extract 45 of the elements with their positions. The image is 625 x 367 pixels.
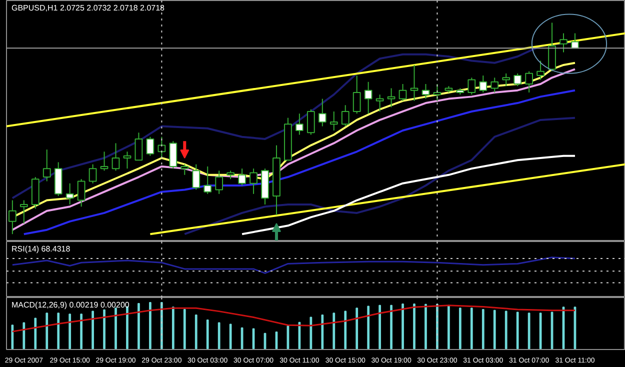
candlestick [42, 149, 51, 182]
candlestick [192, 164, 200, 190]
chart-title: RSI(14) 68.4318 [12, 244, 71, 254]
candlestick [88, 164, 97, 184]
candlestick [352, 75, 361, 114]
candlestick [100, 151, 108, 172]
candlestick [238, 168, 246, 186]
candlestick [410, 64, 418, 102]
candlestick [66, 182, 74, 206]
candlestick [158, 136, 166, 158]
candlestick [398, 84, 407, 102]
candlestick [364, 81, 372, 114]
candlestick [112, 142, 120, 172]
candlestick [341, 104, 350, 127]
candlestick [387, 88, 396, 108]
candlestick [180, 164, 189, 176]
candlestick [548, 22, 556, 72]
candlestick [514, 72, 522, 87]
candlestick [146, 136, 154, 156]
candlestick [536, 60, 544, 80]
candlestick [296, 113, 304, 136]
candlestick [330, 110, 338, 132]
candlestick [525, 70, 534, 93]
candlestick [8, 200, 16, 235]
candlestick [376, 94, 384, 112]
candlestick [134, 132, 143, 161]
candlestick [306, 108, 315, 136]
candlestick [204, 166, 212, 194]
candlestick [20, 200, 28, 224]
candlestick [468, 77, 476, 96]
candlestick [560, 32, 568, 53]
candlestick [571, 32, 579, 49]
candlestick [123, 151, 132, 170]
candlestick [502, 72, 510, 87]
chart-title: MACD(12,26,9) 0.00219 0.00200 [12, 300, 130, 310]
candlestick [433, 84, 442, 102]
chart-title: GBPUSD,H1 2.0725 2.0732 2.0718 2.0718 [12, 4, 166, 12]
candlestick [318, 98, 326, 127]
candlestick [250, 168, 258, 194]
candlestick [215, 170, 224, 194]
candlestick [169, 140, 178, 170]
candlestick [490, 77, 499, 93]
candlestick [479, 75, 488, 93]
candlestick [77, 178, 86, 208]
candlestick [422, 84, 430, 100]
